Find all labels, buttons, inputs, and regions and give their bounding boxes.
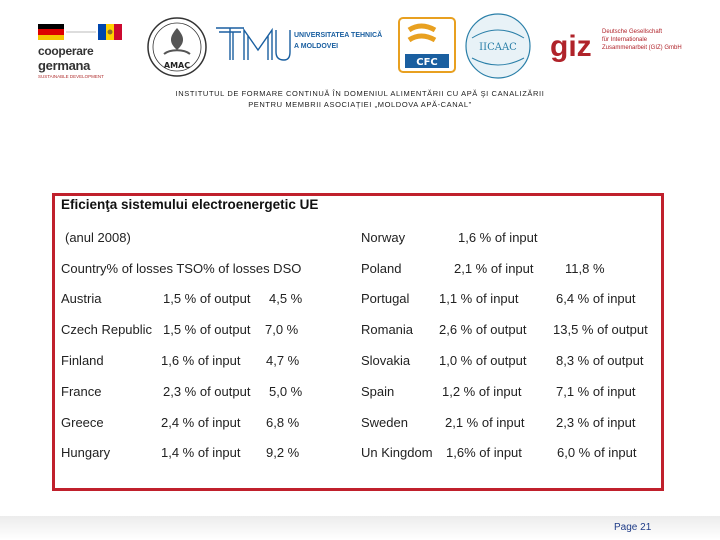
year-note: (anul 2008): [65, 230, 131, 245]
tso-cell: 1,6 % of input: [161, 353, 241, 368]
tso-cell: 1,6% of input: [446, 445, 522, 460]
giz-mark: giz: [550, 30, 592, 63]
logo-strip: cooperare germana SUSTAINABLE DEVELOPMEN…: [0, 0, 720, 86]
giz-line3: Zusammenarbeit (GIZ) GmbH: [602, 45, 682, 51]
country-cell: Finland: [61, 353, 104, 368]
tso-cell: 2,3 % of output: [163, 384, 251, 399]
cfc-label: CFC: [416, 57, 438, 68]
giz-line1: Deutsche Gesellschaft: [602, 29, 663, 35]
country-cell: Slovakia: [361, 353, 411, 368]
country-cell: Greece: [61, 415, 104, 430]
country-cell: Portugal: [361, 291, 410, 306]
dso-cell: 7,1 % of input: [556, 384, 636, 399]
cfc-logo-icon: CFC: [398, 17, 456, 73]
dso-cell: 8,3 % of output: [556, 353, 644, 368]
table-header-row: Country% of losses TSO% of losses DSO: [61, 261, 302, 276]
dso-cell: 6,4 % of input: [556, 291, 636, 306]
tso-cell: 2,6 % of output: [439, 322, 527, 337]
dso-cell: 7,0 %: [265, 322, 299, 337]
tso-cell: 1,1 % of input: [439, 291, 519, 306]
utm-monogram-icon: [216, 27, 291, 61]
giz-line2: für Internationale: [602, 37, 648, 43]
dso-cell: 6,0 % of input: [557, 445, 637, 460]
institute-header: INSTITUTUL DE FORMARE CONTINUĂ ÎN DOMENI…: [0, 88, 720, 110]
country-cell: Hungary: [61, 445, 111, 460]
institute-header-line2: PENTRU MEMBRII ASOCIAȚIEI „MOLDOVA APĂ-C…: [248, 100, 472, 109]
dso-cell: 4,7 %: [266, 353, 300, 368]
country-cell: Czech Republic: [61, 322, 153, 337]
cooperare-text: cooperare: [38, 44, 94, 58]
dso-cell: 13,5 % of output: [553, 322, 648, 337]
tso-cell: 1,5 % of output: [163, 322, 251, 337]
amac-label: AMAC: [164, 61, 190, 70]
dso-cell: 5,0 %: [269, 384, 303, 399]
country-cell: Norway: [361, 230, 406, 245]
giz-mark-icon: giz: [550, 30, 592, 63]
tso-cell: 2,4 % of input: [161, 415, 241, 430]
tso-cell: 1,0 % of output: [439, 353, 527, 368]
country-cell: Austria: [61, 291, 102, 306]
amac-logo-icon: AMAC: [147, 17, 207, 77]
dso-cell: 9,2 %: [266, 445, 300, 460]
tso-cell: 2,1 % of input: [454, 261, 534, 276]
utm-line1: UNIVERSITATEA TEHNICĂ: [294, 32, 383, 39]
dso-cell: 6,8 %: [266, 415, 300, 430]
tso-cell: 1,5 % of output: [163, 291, 251, 306]
slide-title: Eficienţa sistemului electroenergetic UE: [61, 197, 319, 212]
eu-moldova-flags-icon: [38, 24, 122, 40]
tso-cell: 1,4 % of input: [161, 445, 241, 460]
giz-logo: giz Deutsche Gesellschaft für Internatio…: [550, 26, 688, 76]
tso-cell: 1,6 % of input: [458, 230, 538, 245]
utm-text: UNIVERSITATEA TEHNICĂ A MOLDOVEI: [294, 30, 382, 52]
giz-text: Deutsche Gesellschaft für Internationale…: [602, 28, 682, 52]
tso-cell: 2,1 % of input: [445, 415, 525, 430]
footer-bar: [0, 516, 720, 540]
cooperare-germana-logo: cooperare germana SUSTAINABLE DEVELOPMEN…: [36, 22, 126, 79]
iicaac-logo-icon: IICAAC: [465, 13, 531, 79]
utm-logo: UNIVERSITATEA TEHNICĂ A MOLDOVEI: [214, 22, 392, 64]
country-cell: Poland: [361, 261, 402, 276]
dso-cell: 2,3 % of input: [556, 415, 636, 430]
institute-header-line1: INSTITUTUL DE FORMARE CONTINUĂ ÎN DOMENI…: [175, 89, 545, 98]
page-number: Page 21: [614, 522, 652, 533]
slide-content-box: Eficienţa sistemului electroenergetic UE…: [52, 193, 664, 491]
dso-cell: 4,5 %: [269, 291, 303, 306]
iicaac-label: IICAAC: [479, 42, 517, 53]
country-cell: Un Kingdom: [361, 445, 433, 460]
germana-text: germana: [38, 58, 91, 73]
country-cell: Romania: [361, 322, 414, 337]
utm-line2: A MOLDOVEI: [294, 43, 339, 50]
dso-cell: 11,8 %: [565, 261, 605, 276]
tso-cell: 1,2 % of input: [442, 384, 522, 399]
country-cell: France: [61, 384, 102, 399]
country-cell: Sweden: [361, 415, 408, 430]
cooperare-subtext: SUSTAINABLE DEVELOPMENT: [38, 74, 104, 79]
country-cell: Spain: [361, 384, 395, 399]
